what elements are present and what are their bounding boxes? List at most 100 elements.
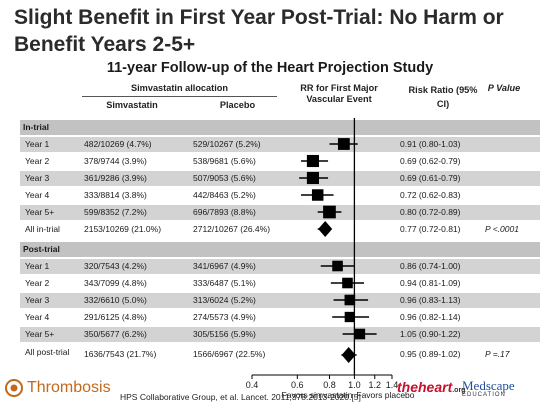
risk-ratio-cell: 0.77 (0.72-0.81) <box>400 224 461 234</box>
row-label: Year 2 <box>25 156 50 166</box>
table-row: Year 5+ 350/5677 (6.2%) 305/5156 (5.9%) … <box>20 327 540 342</box>
chart-title: 11-year Follow-up of the Heart Projectio… <box>106 60 434 76</box>
table-row: Year 2 378/9744 (3.9%) 538/9681 (5.6%) 0… <box>20 154 540 169</box>
table-row: Year 3 361/9286 (3.9%) 507/9053 (5.6%) 0… <box>20 171 540 186</box>
thrombosis-logo-icon <box>5 379 23 397</box>
placebo-cell: 333/6487 (5.1%) <box>193 278 256 288</box>
summary-diamond <box>318 221 333 237</box>
row-label: Year 4 <box>25 312 50 322</box>
placebo-cell: 341/6967 (4.9%) <box>193 261 256 271</box>
point-estimate-square <box>323 205 336 219</box>
table-row: Year 1 482/10269 (4.7%) 529/10267 (5.2%)… <box>20 137 540 152</box>
x-tick-label: 0.6 <box>291 380 304 390</box>
row-label: Year 5+ <box>25 329 55 339</box>
medscape-logo-text: Medscape <box>462 378 515 393</box>
placebo-cell: 274/5573 (4.9%) <box>193 312 256 322</box>
p-value-cell: P =.17 <box>485 349 510 359</box>
summary-diamond <box>341 347 356 363</box>
simvastatin-cell: 320/7543 (4.2%) <box>84 261 147 271</box>
favors-simvastatin-label: Favors simvastatin <box>282 390 353 400</box>
table-row-summary: All in-trial 2153/10269 (21.0%) 2712/102… <box>20 222 540 237</box>
placebo-cell: 507/9053 (5.6%) <box>193 173 256 183</box>
simvastatin-cell: 333/8814 (3.8%) <box>84 190 147 200</box>
simvastatin-cell: 350/5677 (6.2%) <box>84 329 147 339</box>
theheart-logo: theheart.org <box>397 379 465 395</box>
col-header-p-value: P Value <box>487 83 521 93</box>
risk-ratio-cell: 0.94 (0.81-1.09) <box>400 278 461 288</box>
row-label: Year 3 <box>25 173 50 183</box>
medscape-logo-subtext: EDUCATION <box>462 392 506 398</box>
simvastatin-cell: 343/7099 (4.8%) <box>84 278 147 288</box>
placebo-cell: 696/7893 (8.8%) <box>193 207 256 217</box>
allocation-underline <box>82 96 277 97</box>
thrombosis-logo-text: Thrombosis <box>27 379 111 396</box>
placebo-cell: 305/5156 (5.9%) <box>193 329 256 339</box>
point-estimate-square <box>306 171 319 185</box>
simvastatin-cell: 1636/7543 (21.7%) <box>84 349 157 359</box>
point-estimate-square <box>311 189 324 201</box>
table-row: Year 4 291/6125 (4.8%) 274/5573 (4.9%) 0… <box>20 310 540 325</box>
simvastatin-cell: 291/6125 (4.8%) <box>84 312 147 322</box>
favors-placebo-label: Favors placebo <box>356 390 414 400</box>
col-header-rr: RR for First Major Vascular Event <box>300 83 378 104</box>
risk-ratio-cell: 0.86 (0.74-1.00) <box>400 261 461 271</box>
simvastatin-cell: 332/6610 (5.0%) <box>84 295 147 305</box>
allocation-header: Simvastatin allocation <box>130 83 228 93</box>
thrombosis-logo: Thrombosis <box>4 378 111 398</box>
point-estimate-square <box>332 260 343 272</box>
col-header-simvastatin: Simvastatin <box>106 100 158 110</box>
simvastatin-cell: 599/8352 (7.2%) <box>84 207 147 217</box>
simvastatin-cell: 2153/10269 (21.0%) <box>84 224 162 234</box>
table-row-summary: All post-trial 1636/7543 (21.7%) 1566/69… <box>20 347 540 369</box>
placebo-cell: 313/6024 (5.2%) <box>193 295 256 305</box>
risk-ratio-cell: 0.96 (0.82-1.14) <box>400 312 461 322</box>
citation: HPS Collaborative Group, et al. Lancet. … <box>120 392 361 402</box>
point-estimate-square <box>306 154 319 168</box>
row-label: All in-trial <box>25 224 60 234</box>
table-row: Year 3 332/6610 (5.0%) 313/6024 (5.2%) 0… <box>20 293 540 308</box>
x-tick-label: 0.8 <box>323 380 336 390</box>
theheart-logo-text: theheart <box>397 379 453 395</box>
row-label: Year 5+ <box>25 207 55 217</box>
col-header-placebo: Placebo <box>219 100 256 110</box>
table-row: Year 2 343/7099 (4.8%) 333/6487 (5.1%) 0… <box>20 276 540 291</box>
x-tick-label: 0.4 <box>246 380 259 390</box>
risk-ratio-cell: 0.96 (0.83-1.13) <box>400 295 461 305</box>
section-row-post-trial: Post-trial <box>20 242 540 257</box>
simvastatin-cell: 361/9286 (3.9%) <box>84 173 147 183</box>
placebo-cell: 529/10267 (5.2%) <box>193 139 261 149</box>
point-estimate-square <box>342 277 353 289</box>
slide-title: Slight Benefit in First Year Post-Trial:… <box>14 6 504 56</box>
placebo-cell: 442/8463 (5.2%) <box>193 190 256 200</box>
x-tick-label: 1.0 <box>348 380 361 390</box>
row-label: Year 4 <box>25 190 50 200</box>
row-label: Year 1 <box>25 139 50 149</box>
risk-ratio-cell: 0.72 (0.62-0.83) <box>400 190 461 200</box>
theheart-logo-suffix: .org <box>452 387 466 394</box>
risk-ratio-cell: 0.69 (0.61-0.79) <box>400 173 461 183</box>
simvastatin-cell: 378/9744 (3.9%) <box>84 156 147 166</box>
risk-ratio-cell: 0.95 (0.89-1.02) <box>400 349 461 359</box>
table-row: Year 4 333/8814 (3.8%) 442/8463 (5.2%) 0… <box>20 188 540 203</box>
risk-ratio-cell: 0.80 (0.72-0.89) <box>400 207 461 217</box>
point-estimate-square <box>354 328 366 340</box>
risk-ratio-cell: 0.69 (0.62-0.79) <box>400 156 461 166</box>
p-value-cell: P <.0001 <box>485 224 519 234</box>
row-label: Year 2 <box>25 278 50 288</box>
col-header-risk-ratio: Risk Ratio (95% CI) <box>408 85 478 109</box>
point-estimate-square <box>344 294 356 306</box>
risk-ratio-cell: 0.91 (0.80-1.03) <box>400 139 461 149</box>
placebo-cell: 1566/6967 (22.5%) <box>193 349 266 359</box>
section-label: Post-trial <box>23 244 60 254</box>
row-label: All post-trial <box>25 347 70 357</box>
table-row: Year 5+ 599/8352 (7.2%) 696/7893 (8.8%) … <box>20 205 540 220</box>
risk-ratio-cell: 1.05 (0.90-1.22) <box>400 329 461 339</box>
row-label: Year 3 <box>25 295 50 305</box>
table-row: Year 1 320/7543 (4.2%) 341/6967 (4.9%) 0… <box>20 259 540 274</box>
x-tick-label: 1.2 <box>369 380 382 390</box>
point-estimate-square <box>337 138 350 150</box>
x-tick-label: 1.4 <box>386 380 399 390</box>
section-label: In-trial <box>23 122 49 132</box>
placebo-cell: 538/9681 (5.6%) <box>193 156 256 166</box>
